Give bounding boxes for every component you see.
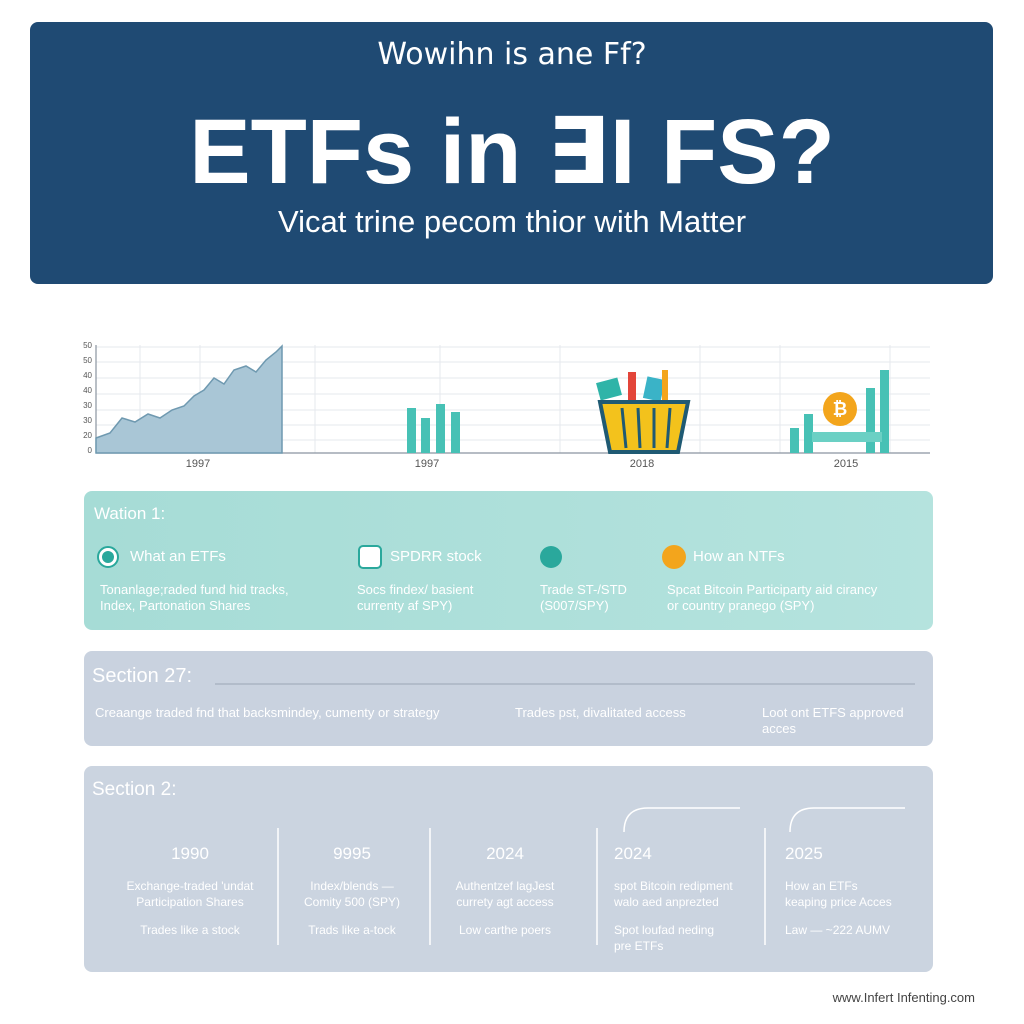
year: 2024 bbox=[486, 844, 524, 863]
section-title: Section 27: bbox=[92, 665, 193, 687]
item-text: Socs findex/ basient bbox=[357, 582, 474, 597]
item-text: Comity 500 (SPY) bbox=[303, 895, 401, 909]
section3-dividers bbox=[277, 807, 905, 945]
section3-panel bbox=[84, 766, 933, 972]
item-text: Trade ST-/STD bbox=[540, 582, 627, 597]
y-tick-label: 30 bbox=[83, 416, 92, 425]
coin-symbol: ₿ bbox=[833, 399, 848, 420]
item-note: Trades like a stock bbox=[140, 923, 240, 937]
item-text: Creaange traded fnd that backsmindey, cu… bbox=[95, 705, 440, 720]
footer: www.Infert Infenting.com bbox=[832, 990, 975, 1005]
item-heading: SPDRR stock bbox=[390, 548, 482, 565]
item-text: Index, Partonation Shares bbox=[100, 598, 251, 613]
y-tick-label: 0 bbox=[87, 446, 92, 455]
x-label: 2018 bbox=[629, 458, 655, 470]
item-text: acces bbox=[762, 721, 796, 736]
y-tick-label: 40 bbox=[83, 371, 92, 380]
y-tick-label: 40 bbox=[83, 386, 92, 395]
item-note: Spot loufad neding bbox=[614, 923, 715, 937]
section2-panel bbox=[84, 651, 933, 746]
item-text: currety agt access bbox=[456, 895, 554, 909]
y-tick-label: 20 bbox=[83, 431, 92, 440]
y-tick-label: 30 bbox=[83, 401, 92, 410]
item-heading: What an ETFs bbox=[130, 548, 226, 565]
item-text: walo aed anprezted bbox=[614, 895, 719, 909]
item-heading: How an NTFs bbox=[693, 548, 785, 565]
section-title: Section 2: bbox=[92, 779, 177, 800]
header-subtitle: Vicat trine pecom thior with Matter bbox=[277, 204, 747, 239]
item-text: Exchange-traded 'undat bbox=[126, 879, 254, 893]
y-tick-label: 50 bbox=[83, 356, 92, 365]
item-note: Trads like a-tock bbox=[308, 923, 396, 937]
item-text: (S007/SPY) bbox=[540, 598, 609, 613]
x-label: 1997 bbox=[185, 458, 211, 470]
section1-panel bbox=[84, 491, 933, 630]
item-note: Law — ~222 AUMV bbox=[785, 923, 891, 937]
item-text: Participation Shares bbox=[136, 895, 244, 909]
item-text: or country pranego (SPY) bbox=[667, 598, 815, 613]
header-title: ETFs in ∃I FS? bbox=[189, 101, 835, 203]
section1-icons bbox=[97, 545, 686, 569]
basket-icon bbox=[596, 370, 691, 454]
area-illustration bbox=[95, 344, 283, 454]
coin-icon bbox=[823, 392, 857, 426]
year: 2024 bbox=[614, 844, 652, 863]
item-text: currenty af SPY) bbox=[357, 598, 453, 613]
item-text: Spcat Bitcoin Participarty aid cirancy bbox=[667, 582, 878, 597]
year: 9995 bbox=[333, 844, 371, 863]
x-label: 2015 bbox=[833, 458, 859, 470]
item-text: keaping price Acces bbox=[785, 895, 892, 909]
header-question: Wowihn is ane Ff? bbox=[377, 37, 647, 72]
bar-illustration bbox=[407, 370, 889, 453]
section-title: Wation 1: bbox=[94, 504, 166, 523]
year: 1990 bbox=[171, 844, 209, 863]
item-text: Index/blends — bbox=[310, 879, 394, 893]
x-label: 1997 bbox=[414, 458, 440, 470]
header-banner bbox=[30, 22, 993, 284]
ribbon-illustration bbox=[812, 432, 882, 442]
item-text: Trades pst, divalitated access bbox=[515, 705, 686, 720]
item-note: pre ETFs bbox=[614, 939, 664, 953]
year: 2025 bbox=[785, 844, 823, 863]
y-tick-label: 50 bbox=[83, 341, 92, 350]
item-text: How an ETFs bbox=[785, 879, 858, 893]
item-text: Loot ont ETFS approved bbox=[762, 705, 904, 720]
item-note: Low carthe poers bbox=[458, 923, 552, 937]
item-text: Authentzef lagJest bbox=[455, 879, 555, 893]
item-text: spot Bitcoin redipment bbox=[614, 879, 733, 893]
item-text: Tonanlage;raded fund hid tracks, bbox=[100, 582, 289, 597]
